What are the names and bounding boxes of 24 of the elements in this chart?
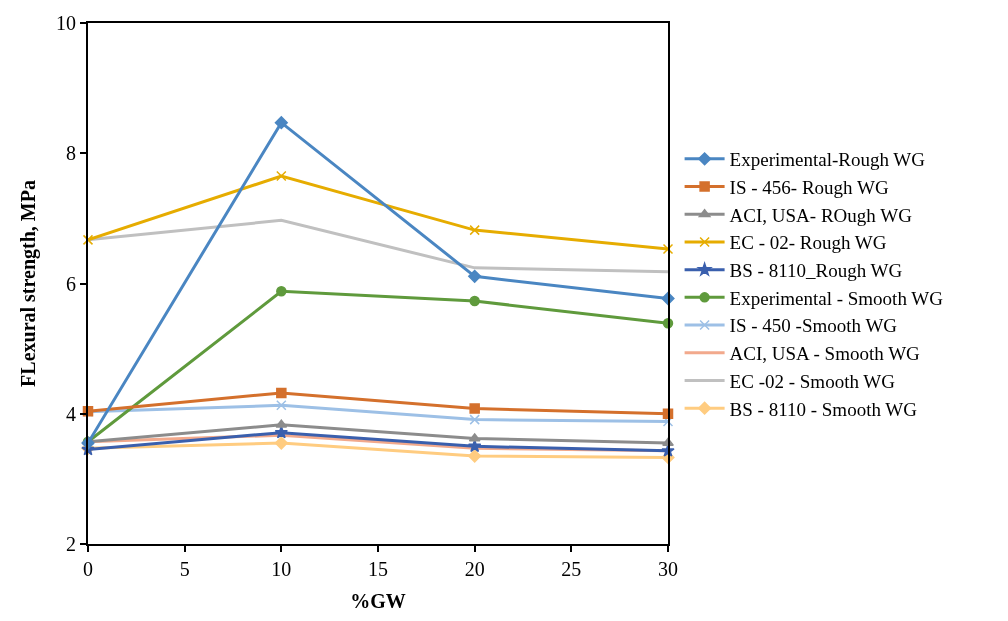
- y-tick-label: 2: [66, 533, 76, 555]
- y-tick-label: 4: [66, 402, 76, 425]
- legend-label: ACI, USA - Smooth WG: [729, 343, 921, 365]
- x-tick-label: 0: [83, 558, 93, 580]
- x-tick-label: 30: [658, 558, 678, 580]
- y-axis-title: FLexural strength, MPa: [17, 180, 40, 387]
- y-tick-label: 10: [56, 12, 76, 34]
- legend-label: Experimental - Smooth WG: [729, 287, 944, 309]
- legend-label: EC -02 - Smooth WG: [729, 370, 896, 392]
- x-tick-label: 20: [464, 558, 485, 580]
- legend-label: Experimental-Rough WG: [729, 149, 926, 171]
- legend-label: IS - 456- Rough WG: [729, 176, 889, 198]
- x-axis-title: %GW: [350, 590, 406, 612]
- legend-label: EC - 02- Rough WG: [729, 232, 887, 254]
- legend-label: IS - 450 -Smooth WG: [729, 315, 898, 337]
- x-tick-label: 15: [368, 558, 388, 580]
- y-tick-label: 6: [66, 272, 76, 295]
- x-tick-label: 5: [179, 558, 190, 580]
- legend-label: ACI, USA- ROugh WG: [729, 204, 913, 226]
- x-tick-label: 25: [561, 558, 582, 580]
- y-tick-label: 8: [66, 142, 76, 165]
- x-tick-label: 10: [271, 558, 292, 580]
- legend-label: BS - 8110 - Smooth WG: [729, 398, 918, 420]
- legend-label: BS - 8110_Rough WG: [729, 260, 903, 282]
